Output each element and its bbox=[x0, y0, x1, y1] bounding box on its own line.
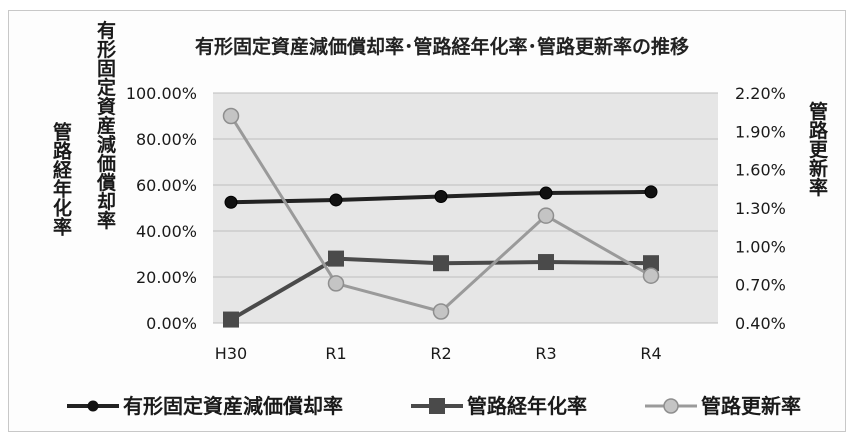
x-tick-label: R3 bbox=[535, 344, 556, 363]
point-aging bbox=[328, 250, 344, 267]
left-tick-label: 80.00% bbox=[136, 130, 197, 149]
point-depreciation bbox=[644, 185, 658, 199]
point-aging bbox=[433, 255, 449, 272]
point-depreciation bbox=[329, 193, 343, 207]
x-tick-label: R1 bbox=[325, 344, 346, 363]
legend-item-aging: 管路経年化率 bbox=[411, 394, 587, 418]
point-depreciation bbox=[539, 186, 553, 200]
x-tick-label: R2 bbox=[430, 344, 451, 363]
right-tick-label: 1.00% bbox=[735, 237, 786, 256]
x-tick-label: H30 bbox=[215, 344, 247, 363]
right-tick-label: 1.30% bbox=[735, 199, 786, 218]
chart-title: 有形固定資産減価償却率･管路経年化率･管路更新率の推移 bbox=[195, 35, 689, 58]
point-aging bbox=[643, 255, 659, 272]
left-tick-label: 60.00% bbox=[136, 176, 197, 195]
right-tick-label: 2.20% bbox=[735, 84, 786, 103]
left-tick-label: 40.00% bbox=[136, 222, 197, 241]
left-tick-label: 100.00% bbox=[126, 84, 197, 103]
legend-marker bbox=[87, 400, 99, 412]
chart-canvas: 有形固定資産減価償却率･管路経年化率･管路更新率の推移 0.00% 20.00% 4… bbox=[50, 19, 828, 418]
point-renewal bbox=[432, 303, 450, 320]
point-renewal bbox=[222, 107, 240, 125]
gridlines bbox=[213, 92, 718, 324]
right-axis-ticks: 0.40% 0.70% 1.00% 1.30% 1.60% 1.90% 2.20% bbox=[735, 84, 786, 333]
plot-area bbox=[213, 93, 718, 323]
legend-marker bbox=[663, 398, 679, 414]
chart-frame: 有形固定資産減価償却率･管路経年化率･管路更新率の推移 0.00% 20.00% 4… bbox=[8, 10, 846, 432]
point-renewal bbox=[537, 207, 555, 224]
legend-marker bbox=[429, 398, 445, 414]
right-tick-label: 0.40% bbox=[735, 314, 786, 333]
left-axis-label-2: 管路経年化率 bbox=[50, 121, 72, 237]
point-renewal bbox=[642, 267, 660, 284]
series-layer bbox=[222, 107, 660, 328]
right-tick-label: 0.70% bbox=[735, 276, 786, 295]
legend: 有形固定資産減価償却率 管路経年化率 管路更新率 bbox=[67, 394, 801, 418]
right-axis-label: 管路更新率 bbox=[806, 100, 828, 197]
left-tick-label: 0.00% bbox=[146, 314, 197, 333]
point-aging bbox=[223, 311, 239, 328]
left-axis-ticks: 0.00% 20.00% 40.00% 60.00% 80.00% 100.00% bbox=[126, 84, 197, 333]
point-renewal bbox=[327, 275, 345, 292]
left-axis-label-1: 有形固定資産減価償却率 bbox=[94, 19, 117, 230]
point-depreciation bbox=[434, 190, 448, 203]
legend-item-renewal: 管路更新率 bbox=[645, 394, 801, 418]
point-depreciation bbox=[224, 195, 238, 209]
x-tick-label: R4 bbox=[640, 344, 661, 363]
right-tick-label: 1.90% bbox=[735, 122, 786, 141]
legend-label: 管路更新率 bbox=[701, 394, 801, 418]
legend-item-depreciation: 有形固定資産減価償却率 bbox=[67, 394, 343, 418]
legend-label: 有形固定資産減価償却率 bbox=[123, 394, 343, 418]
x-axis-ticks: H30 R1 R2 R3 R4 bbox=[215, 344, 662, 363]
point-aging bbox=[538, 254, 554, 271]
left-tick-label: 20.00% bbox=[136, 268, 197, 287]
right-tick-label: 1.60% bbox=[735, 161, 786, 180]
legend-label: 管路経年化率 bbox=[467, 394, 587, 418]
